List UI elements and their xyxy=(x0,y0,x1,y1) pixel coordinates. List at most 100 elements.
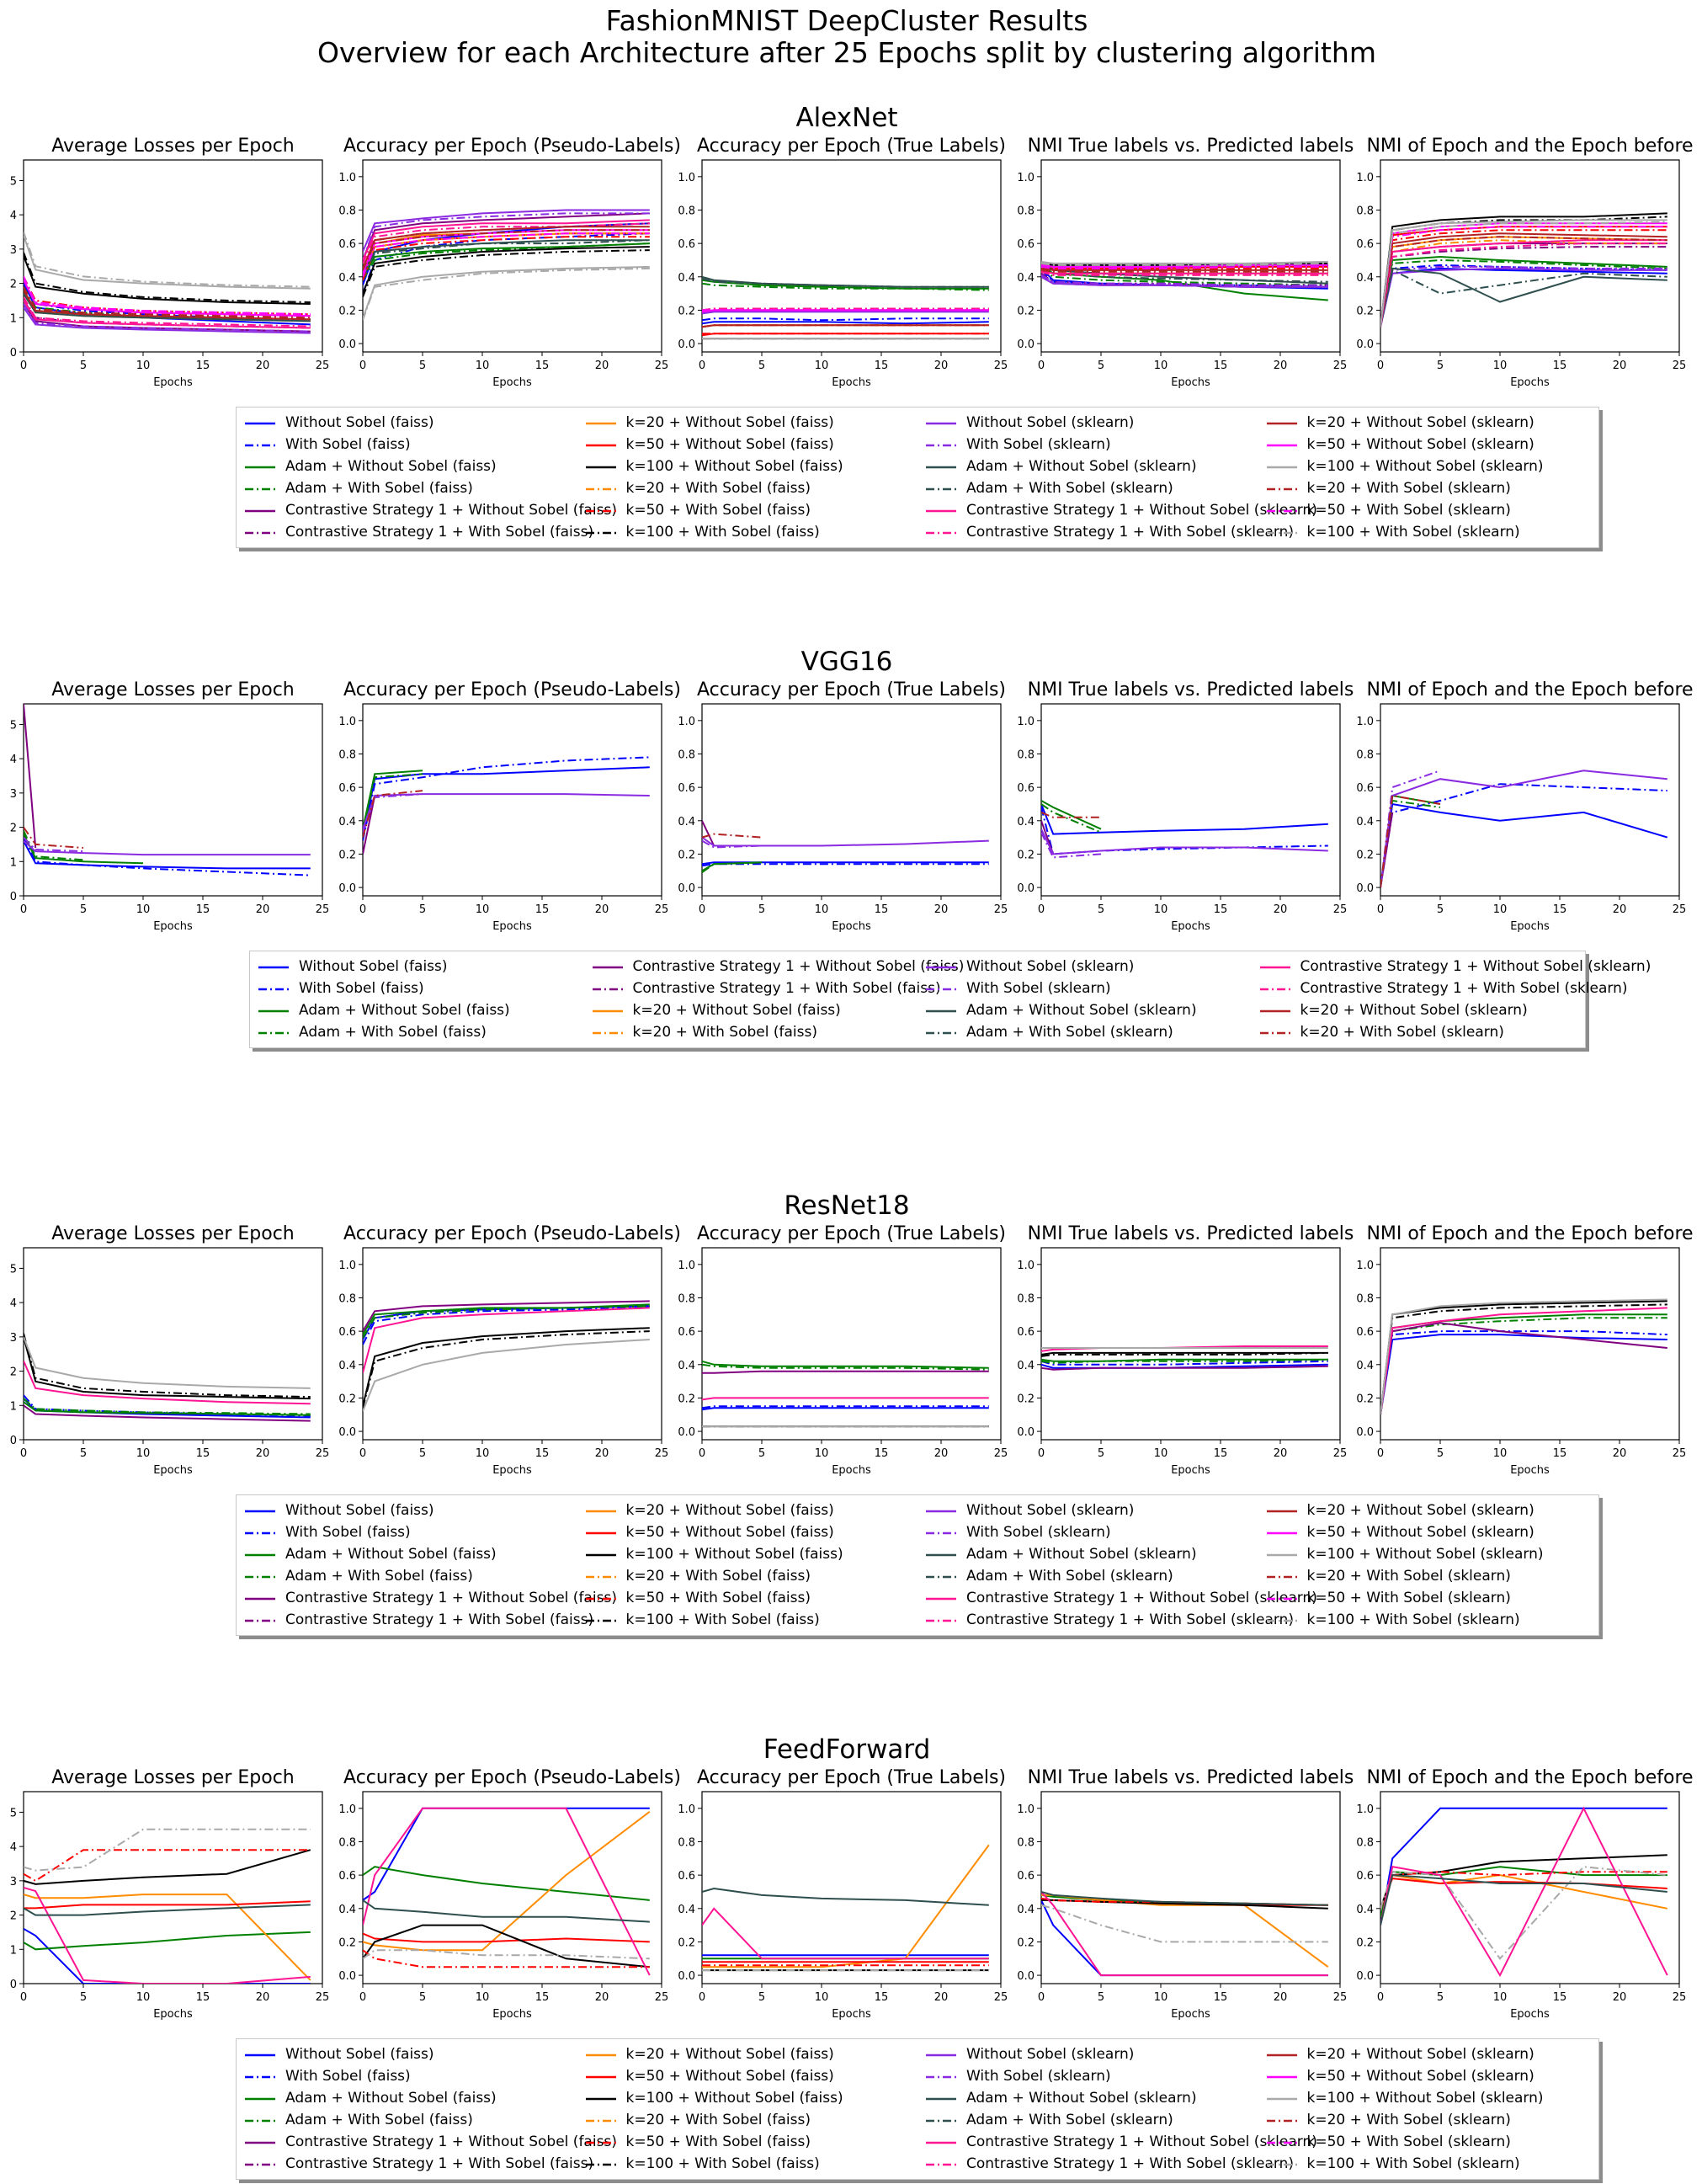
series-line xyxy=(1041,265,1328,269)
series-line xyxy=(24,1398,311,1415)
legend-swatch xyxy=(926,487,956,491)
legend-label: k=20 + Without Sobel (sklearn) xyxy=(1306,2046,1534,2063)
y-tick-label: 0.4 xyxy=(1356,272,1374,285)
series-line xyxy=(24,255,311,305)
legend-swatch xyxy=(1259,1009,1290,1013)
series-line xyxy=(363,226,650,269)
legend-label: Without Sobel (sklearn) xyxy=(966,1502,1135,1519)
plot-area xyxy=(1380,1791,1680,1984)
legend-label: Contrastive Strategy 1 + With Sobel (fai… xyxy=(632,980,941,997)
legend-label: With Sobel (sklearn) xyxy=(966,2068,1111,2085)
y-tick-label: 0.0 xyxy=(678,338,695,351)
plot-area xyxy=(701,1247,1002,1441)
legend-label: With Sobel (sklearn) xyxy=(966,436,1111,453)
x-tick-label: 25 xyxy=(316,903,330,916)
panel-title: Accuracy per Epoch (True Labels) xyxy=(697,1767,1006,1788)
legend-swatch xyxy=(926,1597,956,1601)
x-tick-label: 5 xyxy=(1098,1991,1104,2004)
y-tick-label: 4 xyxy=(10,754,17,766)
legend-swatch xyxy=(1266,2119,1297,2123)
x-axis-label: Epochs xyxy=(153,2008,193,2021)
y-tick-label: 0.6 xyxy=(1356,782,1374,795)
panel-2: Accuracy per Epoch (Pseudo-Labels) 0 5 10 15… xyxy=(338,1223,681,1477)
legend-swatch xyxy=(258,1031,289,1035)
legend-label: With Sobel (sklearn) xyxy=(966,1524,1111,1541)
legend-swatch xyxy=(1266,2163,1297,2166)
y-tick-label: 0.4 xyxy=(338,1360,356,1372)
y-tick-label: 0.4 xyxy=(678,1360,695,1372)
y-tick-label: 0.6 xyxy=(1017,1326,1034,1339)
panel-3: Accuracy per Epoch (True Labels) 0 5 10 15 20… xyxy=(678,136,1008,389)
series-line xyxy=(702,861,989,866)
legend-label: k=20 + Without Sobel (sklearn) xyxy=(1306,414,1534,431)
x-tick-label: 10 xyxy=(1493,1991,1508,2004)
series-line xyxy=(1041,275,1328,288)
x-tick-label: 0 xyxy=(1377,360,1384,372)
legend-label: Adam + With Sobel (faiss) xyxy=(299,1024,487,1041)
legend-swatch xyxy=(585,531,616,535)
legend-label: k=20 + With Sobel (faiss) xyxy=(625,480,811,497)
legend-swatch xyxy=(926,466,956,469)
x-tick-label: 10 xyxy=(476,360,490,372)
series-line xyxy=(363,1932,650,1943)
x-tick-label: 5 xyxy=(758,1991,765,2004)
x-tick-label: 10 xyxy=(476,1991,490,2004)
legend-label: k=20 + Without Sobel (sklearn) xyxy=(1300,1002,1528,1019)
x-tick-label: 5 xyxy=(419,1991,426,2004)
x-tick-label: 25 xyxy=(1673,1991,1687,2004)
legend-label: Contrastive Strategy 1 + Without Sobel (… xyxy=(966,2133,1317,2150)
legend: Without Sobel (faiss) With Sobel (faiss) A… xyxy=(249,951,1651,1048)
x-tick-label: 20 xyxy=(1613,1991,1627,2004)
x-tick-label: 15 xyxy=(196,1991,210,2004)
y-tick-label: 0.6 xyxy=(678,1326,695,1339)
series-line xyxy=(702,836,989,847)
y-tick-label: 0.8 xyxy=(678,1836,695,1849)
legend-label: k=50 + With Sobel (sklearn) xyxy=(1306,502,1511,519)
legend-swatch xyxy=(245,444,275,447)
x-axis-label: Epochs xyxy=(832,1464,871,1477)
panel-1: Average Losses per Epoch 0 5 10 15 20 25 0 1 2 3 4 5… xyxy=(10,679,330,933)
series-line xyxy=(1041,1351,1328,1357)
y-tick-label: 0.8 xyxy=(1356,1836,1374,1849)
y-tick-label: 0.8 xyxy=(1017,1836,1034,1849)
y-tick-label: 0.0 xyxy=(338,1426,356,1439)
series-line xyxy=(702,317,989,322)
x-tick-label: 20 xyxy=(1274,1447,1288,1460)
x-tick-label: 15 xyxy=(535,1991,550,2004)
x-tick-label: 25 xyxy=(316,1447,330,1460)
y-tick-label: 0.0 xyxy=(1356,1426,1374,1439)
legend-label: k=20 + With Sobel (sklearn) xyxy=(1300,1024,1504,1041)
x-tick-label: 5 xyxy=(1098,903,1104,916)
legend-swatch xyxy=(258,988,289,991)
series-line xyxy=(1380,236,1667,328)
series-line xyxy=(1380,265,1667,328)
x-tick-label: 15 xyxy=(1553,903,1567,916)
architecture-title: ResNet18 xyxy=(784,1191,909,1221)
legend-swatch xyxy=(926,2163,956,2166)
series-line xyxy=(1041,1904,1328,1943)
legend-swatch xyxy=(1266,1510,1297,1513)
series-line xyxy=(24,1336,311,1389)
series-line xyxy=(1041,1358,1328,1364)
x-tick-label: 10 xyxy=(1493,1447,1508,1460)
legend-label: Adam + With Sobel (sklearn) xyxy=(966,480,1173,497)
series-line xyxy=(24,1401,311,1416)
legend-label: k=100 + Without Sobel (faiss) xyxy=(625,458,843,475)
panel-2: Accuracy per Epoch (Pseudo-Labels) 0 5 10 15… xyxy=(338,679,681,933)
y-tick-label: 0 xyxy=(10,1979,17,1991)
series-line xyxy=(24,303,311,333)
y-tick-label: 1.0 xyxy=(678,172,695,184)
legend-label: k=100 + With Sobel (sklearn) xyxy=(1306,2155,1520,2172)
y-tick-label: 1.0 xyxy=(1356,1260,1374,1272)
series-line xyxy=(702,861,763,874)
series-line xyxy=(702,839,763,849)
y-tick-label: 0.0 xyxy=(678,882,695,895)
y-tick-label: 0.4 xyxy=(338,1904,356,1916)
y-tick-label: 0.2 xyxy=(1017,305,1034,317)
legend-label: Adam + Without Sobel (faiss) xyxy=(299,1002,510,1019)
legend-swatch xyxy=(585,1510,616,1513)
series-line xyxy=(702,1360,989,1369)
legend-swatch xyxy=(926,2053,956,2057)
legend-label: k=20 + Without Sobel (faiss) xyxy=(625,1502,834,1519)
series-line xyxy=(363,1866,650,1901)
